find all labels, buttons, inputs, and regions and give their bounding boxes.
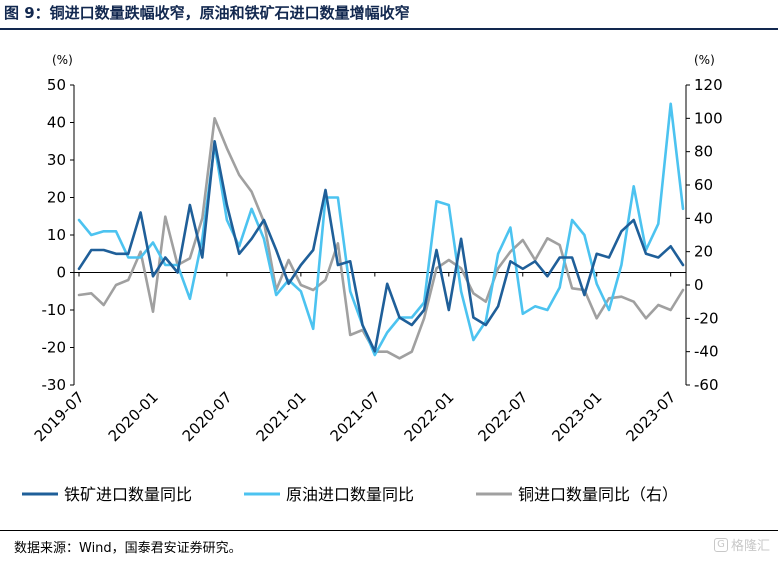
title-rule bbox=[0, 28, 778, 30]
legend: 铁矿进口数量同比 原油进口数量同比 铜进口数量同比（右） bbox=[22, 485, 678, 504]
x-tick-label: 2021-07 bbox=[327, 388, 384, 445]
y-left-tick-label: 40 bbox=[47, 114, 66, 132]
y-right-unit: (%) bbox=[694, 53, 715, 67]
chart-axes bbox=[73, 85, 687, 385]
watermark-logo-icon: G bbox=[713, 537, 728, 552]
y-left-tick-label: 20 bbox=[47, 189, 66, 207]
y-left-unit: (%) bbox=[52, 53, 73, 67]
x-tick-label: 2023-01 bbox=[548, 388, 605, 445]
source-note: 数据来源：Wind，国泰君安证券研究。 bbox=[14, 541, 242, 556]
x-tick-label: 2023-07 bbox=[622, 388, 679, 445]
y-left-tick-label: -10 bbox=[42, 301, 67, 319]
y-right-tick-label: 100 bbox=[694, 109, 723, 127]
watermark-text: 格隆汇 bbox=[730, 539, 770, 554]
chart: (%) (%) 50403020100-10-20-30120100806040… bbox=[22, 53, 723, 504]
y-left-tick-label: -20 bbox=[42, 339, 67, 357]
series-layer bbox=[77, 102, 685, 360]
y-right-tick-label: 40 bbox=[694, 209, 713, 227]
y-right-tick-label: 120 bbox=[694, 76, 723, 94]
legend-label: 铜进口数量同比（右） bbox=[518, 485, 678, 504]
y-right-tick-label: -20 bbox=[694, 309, 719, 327]
y-left-tick-label: -30 bbox=[42, 376, 67, 394]
axis-ticks: 50403020100-10-20-30120100806040200-20-4… bbox=[31, 76, 723, 445]
legend-label: 原油进口数量同比 bbox=[286, 485, 414, 504]
watermark: G 格隆汇 bbox=[713, 535, 770, 554]
series-line-0 bbox=[77, 140, 685, 353]
x-tick-label: 2019-07 bbox=[31, 388, 88, 445]
x-tick-label: 2022-07 bbox=[475, 388, 532, 445]
y-left-tick-label: 30 bbox=[47, 151, 66, 169]
y-right-tick-label: -60 bbox=[694, 376, 719, 394]
x-tick-label: 2020-01 bbox=[105, 388, 162, 445]
y-left-tick-label: 50 bbox=[47, 76, 66, 94]
x-tick-label: 2020-07 bbox=[179, 388, 236, 445]
y-right-tick-label: -40 bbox=[694, 343, 719, 361]
y-left-tick-label: 0 bbox=[56, 264, 66, 282]
series-line-1 bbox=[77, 102, 685, 357]
legend-label: 铁矿进口数量同比 bbox=[64, 485, 192, 504]
y-right-tick-label: 20 bbox=[694, 243, 713, 261]
y-right-tick-label: 0 bbox=[694, 276, 704, 294]
y-right-tick-label: 80 bbox=[694, 143, 713, 161]
footer-rule bbox=[0, 530, 778, 531]
x-tick-label: 2021-01 bbox=[253, 388, 310, 445]
y-left-tick-label: 10 bbox=[47, 226, 66, 244]
y-right-tick-label: 60 bbox=[694, 176, 713, 194]
figure-title: 图 9：铜进口数量跌幅收窄，原油和铁矿石进口数量增幅收窄 bbox=[4, 4, 410, 22]
x-tick-label: 2022-01 bbox=[401, 388, 458, 445]
